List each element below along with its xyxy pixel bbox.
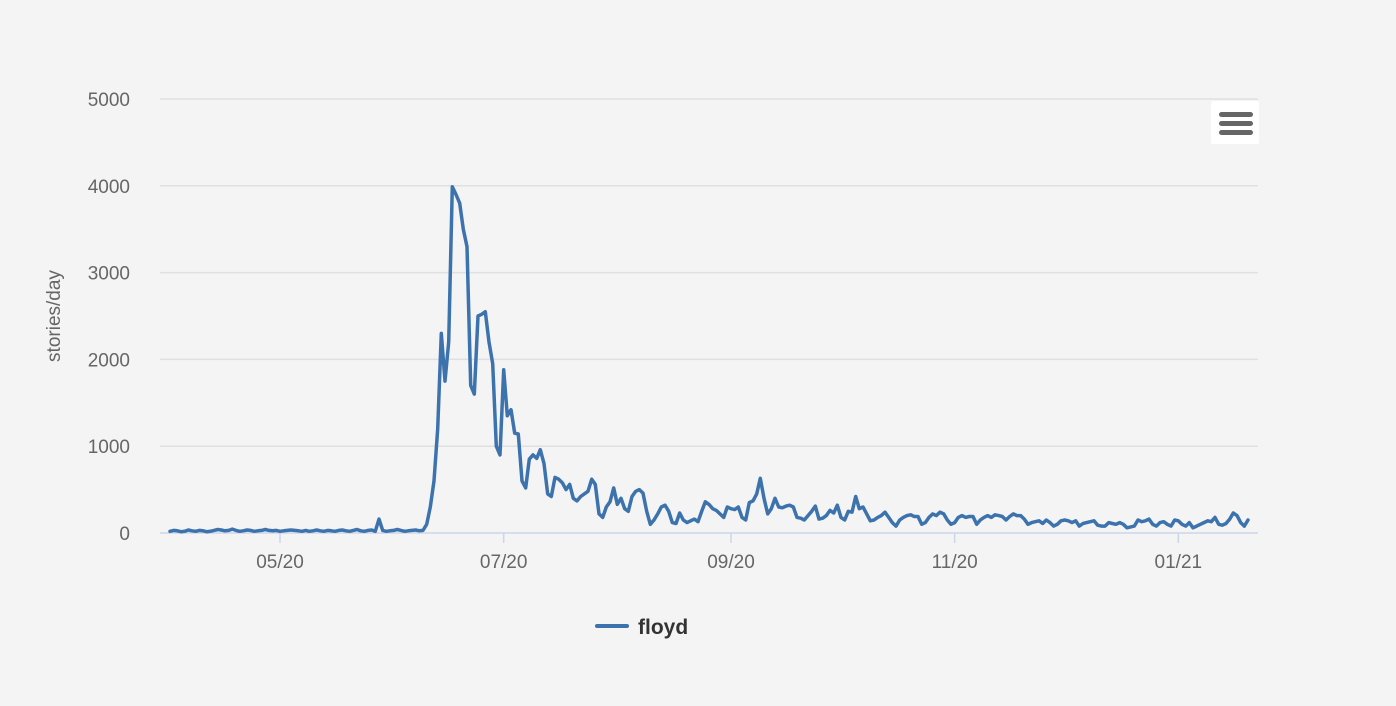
x-tick-label: 09/20 bbox=[707, 552, 755, 573]
series-group bbox=[168, 184, 1250, 534]
legend[interactable]: floyd bbox=[595, 616, 688, 639]
chart-context-menu-button[interactable] bbox=[1211, 101, 1259, 144]
y-axis: 0 1000 2000 3000 4000 5000 bbox=[88, 90, 130, 545]
series-line-floyd[interactable] bbox=[168, 184, 1250, 534]
y-tick-label: 2000 bbox=[88, 350, 130, 371]
x-tick-label: 05/20 bbox=[256, 552, 304, 573]
x-tick-label: 11/20 bbox=[932, 552, 978, 573]
y-axis-title: stories/day bbox=[44, 270, 65, 362]
y-tick-label: 4000 bbox=[88, 177, 130, 198]
y-tick-label: 5000 bbox=[88, 90, 130, 111]
x-tick-label: 01/21 bbox=[1155, 552, 1203, 573]
x-tick-label: 07/20 bbox=[480, 552, 528, 573]
legend-label-floyd[interactable]: floyd bbox=[638, 616, 688, 639]
hamburger-menu-icon bbox=[1219, 112, 1253, 135]
grid bbox=[160, 98, 1258, 447]
x-axis: 05/20 07/20 09/20 11/20 01/21 bbox=[256, 533, 1202, 573]
y-tick-label: 1000 bbox=[88, 437, 130, 458]
y-tick-label: 0 bbox=[119, 524, 130, 545]
y-tick-label: 3000 bbox=[88, 264, 130, 285]
